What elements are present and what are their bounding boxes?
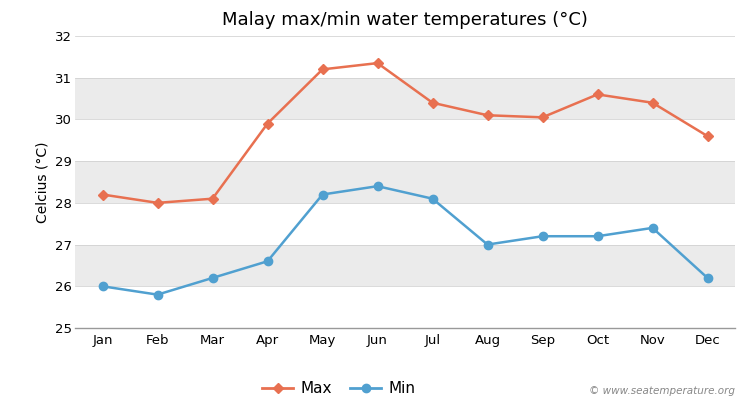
Bar: [75, 36, 735, 78]
Bar: [75, 244, 735, 286]
Text: © www.seatemperature.org: © www.seatemperature.org: [589, 386, 735, 396]
Y-axis label: Celcius (°C): Celcius (°C): [36, 141, 50, 223]
Bar: [75, 120, 735, 161]
Title: Malay max/min water temperatures (°C): Malay max/min water temperatures (°C): [222, 11, 588, 29]
Bar: [75, 203, 735, 244]
Bar: [75, 161, 735, 203]
Bar: [75, 286, 735, 328]
Legend: Max, Min: Max, Min: [256, 375, 422, 400]
Bar: [75, 78, 735, 120]
